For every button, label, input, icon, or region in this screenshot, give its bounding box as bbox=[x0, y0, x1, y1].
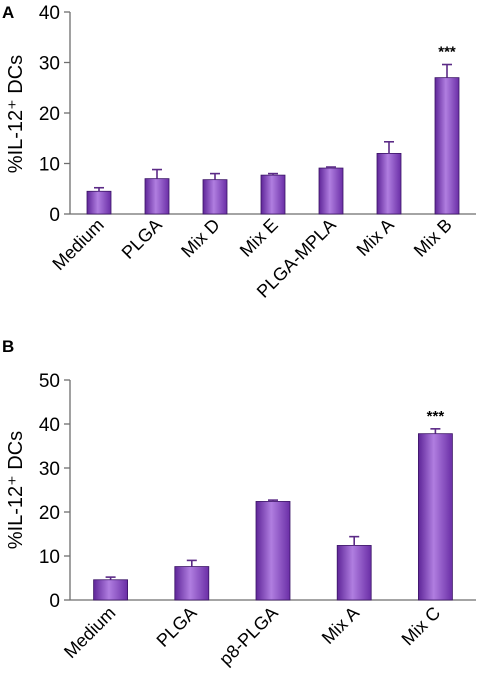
y-tick-label: 10 bbox=[39, 155, 60, 176]
panel-letter: B bbox=[2, 337, 14, 356]
y-tick-label: 50 bbox=[39, 371, 60, 392]
bar-mix-a bbox=[376, 152, 402, 215]
bar-mix-b bbox=[434, 77, 460, 215]
bar-plga bbox=[144, 178, 170, 215]
category-label: Mix A bbox=[318, 603, 363, 648]
y-tick-label: 0 bbox=[49, 591, 60, 612]
y-axis-label: %IL-12⁺ DCs bbox=[5, 55, 27, 173]
panel-b: B 0 10 20 30 40 50 %IL-12⁺ DCs Medium PLGA p8-PLGA… bbox=[2, 337, 476, 669]
bar-plga bbox=[174, 566, 210, 601]
bar-plga-mpla bbox=[318, 167, 344, 215]
category-label: Mix C bbox=[398, 603, 445, 650]
category-label: PLGA bbox=[118, 215, 166, 263]
bar-medium bbox=[86, 190, 112, 215]
bar-mix-e bbox=[260, 174, 286, 215]
bar-p8-plga bbox=[255, 501, 291, 601]
y-axis-label: %IL-12⁺ DCs bbox=[5, 431, 27, 549]
category-label: p8-PLGA bbox=[215, 603, 282, 670]
y-tick-label: 10 bbox=[39, 547, 60, 568]
category-label: Medium bbox=[60, 603, 119, 662]
panel-letter: A bbox=[2, 3, 14, 22]
category-label: Mix A bbox=[353, 215, 398, 260]
y-tick-label: 30 bbox=[39, 54, 60, 75]
category-label: PLGA bbox=[153, 603, 201, 651]
y-tick-label: 30 bbox=[39, 459, 60, 480]
bar-mix-d bbox=[202, 179, 228, 215]
category-label: Mix D bbox=[177, 215, 224, 262]
significance-marker: *** bbox=[438, 44, 456, 61]
y-tick-label: 0 bbox=[49, 205, 60, 226]
y-tick-label: 40 bbox=[39, 415, 60, 436]
bar-mix-c bbox=[417, 433, 453, 601]
bar-medium bbox=[93, 579, 128, 601]
y-tick-label: 20 bbox=[39, 503, 60, 524]
bar-mix-a bbox=[336, 545, 372, 601]
category-label: Mix B bbox=[410, 215, 456, 261]
y-tick-label: 20 bbox=[39, 104, 60, 125]
y-tick-label: 40 bbox=[39, 3, 60, 24]
significance-marker: *** bbox=[427, 408, 445, 425]
category-label: Mix E bbox=[236, 215, 282, 261]
